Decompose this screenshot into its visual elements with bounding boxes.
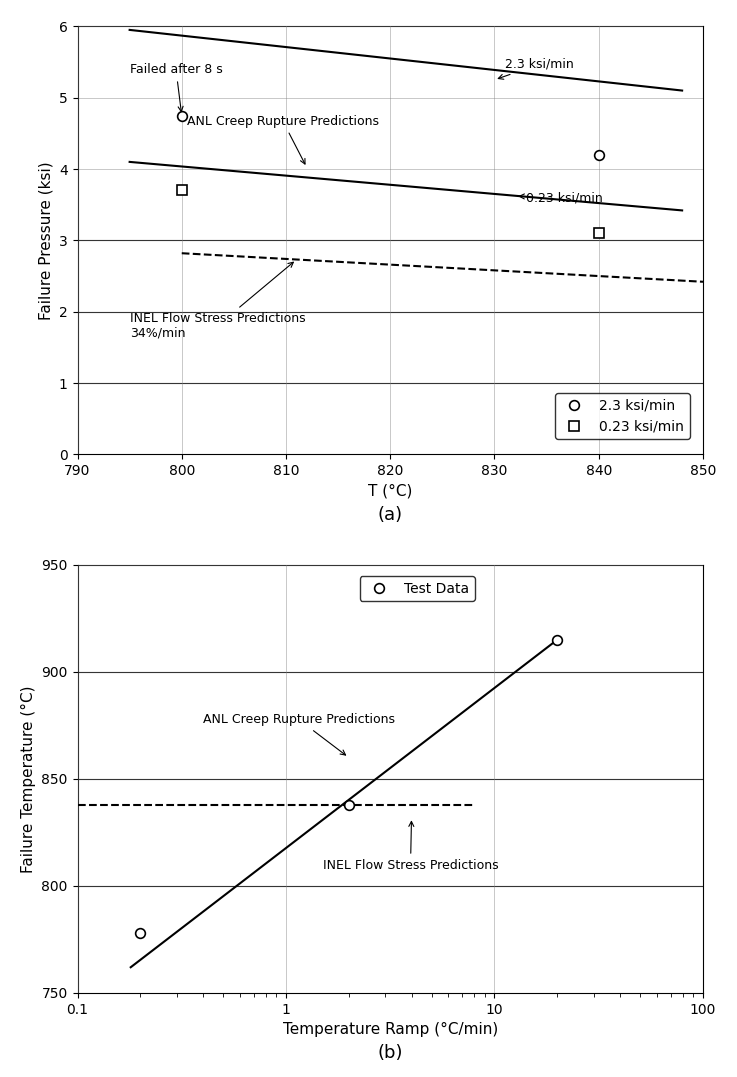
Y-axis label: Failure Temperature (°C): Failure Temperature (°C) xyxy=(21,685,36,872)
Text: INEL Flow Stress Predictions: INEL Flow Stress Predictions xyxy=(323,822,498,871)
Text: ANL Creep Rupture Predictions: ANL Creep Rupture Predictions xyxy=(203,713,395,755)
Text: INEL Flow Stress Predictions
34%/min: INEL Flow Stress Predictions 34%/min xyxy=(130,262,305,339)
Y-axis label: Failure Pressure (ksi): Failure Pressure (ksi) xyxy=(38,162,53,320)
Text: 0.23 ksi/min: 0.23 ksi/min xyxy=(520,191,603,205)
Text: (b): (b) xyxy=(377,1045,403,1062)
X-axis label: T (°C): T (°C) xyxy=(368,484,413,499)
Text: (a): (a) xyxy=(377,506,403,523)
X-axis label: Temperature Ramp (°C/min): Temperature Ramp (°C/min) xyxy=(282,1022,498,1037)
Text: ANL Creep Rupture Predictions: ANL Creep Rupture Predictions xyxy=(187,115,379,164)
Legend: 2.3 ksi/min, 0.23 ksi/min: 2.3 ksi/min, 0.23 ksi/min xyxy=(555,393,690,439)
Text: Failed after 8 s: Failed after 8 s xyxy=(130,64,223,112)
Text: 2.3 ksi/min: 2.3 ksi/min xyxy=(498,58,573,80)
Legend: Test Data: Test Data xyxy=(360,576,475,601)
